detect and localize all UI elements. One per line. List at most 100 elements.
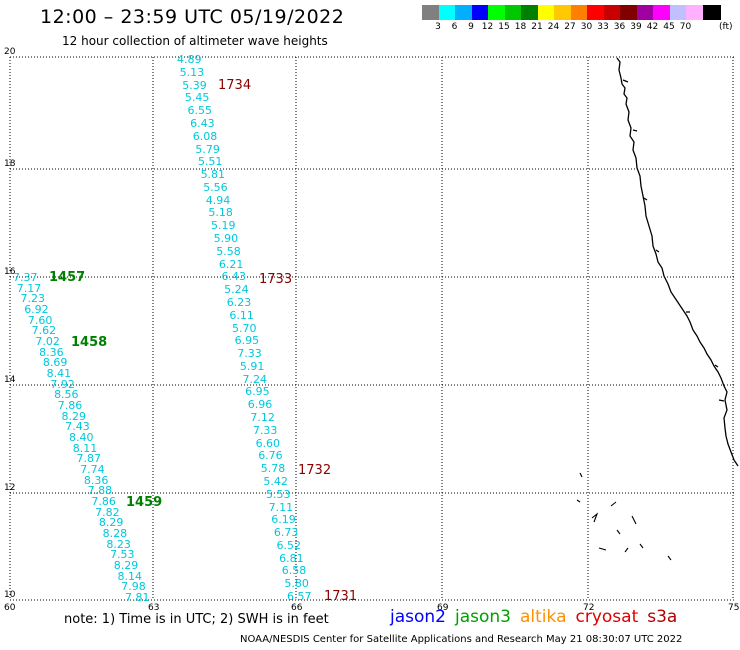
wave-height-value: 8.41 bbox=[46, 367, 72, 380]
colorbar-label: 21 bbox=[531, 22, 543, 32]
colorbar-swatch bbox=[686, 5, 704, 20]
pass-time-label: 1734 bbox=[218, 78, 252, 93]
colorbar-label: 30 bbox=[580, 22, 593, 32]
wave-height-value: 5.13 bbox=[179, 65, 205, 79]
colorbar-swatch bbox=[455, 5, 473, 20]
wave-height-value: 6.23 bbox=[226, 295, 252, 309]
colorbar-label: 45 bbox=[663, 22, 675, 32]
wave-height-value: 5.58 bbox=[216, 244, 241, 258]
colorbar-swatch bbox=[488, 5, 506, 20]
wave-height-value: 8.56 bbox=[54, 388, 79, 402]
wave-height-value: 5.45 bbox=[184, 91, 210, 105]
wave-height-value: 7.82 bbox=[95, 505, 120, 519]
pass-time-label: 1457 bbox=[49, 270, 86, 285]
wave-height-value: 7.37 bbox=[13, 271, 38, 284]
colorbar-label: 27 bbox=[564, 22, 576, 32]
wave-height-value: 5.53 bbox=[266, 487, 291, 501]
colorbar-label: 18 bbox=[514, 22, 527, 32]
satellite-legend-item: cryosat bbox=[575, 607, 639, 627]
wave-height-value: 5.24 bbox=[224, 283, 249, 297]
wave-height-value: 5.80 bbox=[284, 577, 309, 591]
colorbar-swatch bbox=[554, 5, 572, 20]
wave-height-value: 7.43 bbox=[65, 420, 90, 434]
wave-height-value: 7.92 bbox=[50, 377, 75, 391]
colorbar-label: 42 bbox=[646, 22, 659, 32]
wave-height-value: 7.86 bbox=[57, 399, 83, 412]
colorbar-swatch bbox=[669, 5, 688, 20]
pass-time-label: 1733 bbox=[259, 272, 293, 287]
x-axis-tick-label: 66 bbox=[291, 603, 303, 613]
wave-height-value: 6.55 bbox=[187, 104, 212, 118]
colorbar-swatch bbox=[438, 5, 457, 20]
satellite-legend-item: jason2 bbox=[390, 607, 446, 627]
wave-height-value: 8.36 bbox=[83, 473, 109, 487]
colorbar-swatch bbox=[570, 5, 589, 20]
wave-height-value: 7.02 bbox=[35, 335, 60, 348]
satellite-legend-item: jason3 bbox=[455, 607, 511, 627]
coast-detail bbox=[622, 79, 725, 402]
wave-height-value: 8.23 bbox=[106, 537, 131, 551]
y-axis-tick-label: 18 bbox=[4, 159, 16, 169]
pass-time-label: 1458 bbox=[71, 335, 108, 350]
wave-height-value: 7.53 bbox=[110, 548, 135, 562]
y-axis-tick-label: 12 bbox=[4, 483, 16, 493]
colorbar-label: 33 bbox=[597, 22, 609, 32]
wave-height-value: 6.21 bbox=[218, 257, 244, 271]
colorbar-label: 24 bbox=[547, 22, 560, 32]
colorbar-swatch bbox=[620, 5, 638, 20]
footer-note: note: 1) Time is in UTC; 2) SWH is in fe… bbox=[64, 612, 329, 627]
x-axis-tick-label: 75 bbox=[728, 603, 740, 613]
colorbar-label: 12 bbox=[481, 22, 494, 32]
wave-height-value: 7.87 bbox=[76, 452, 101, 466]
island bbox=[610, 501, 617, 507]
wave-height-value: 6.73 bbox=[273, 526, 299, 540]
wave-height-value: 5.19 bbox=[211, 219, 236, 233]
colorbar-swatch bbox=[653, 5, 671, 20]
islands bbox=[576, 472, 672, 561]
wave-height-value: 4.94 bbox=[205, 193, 231, 207]
colorbar-swatch bbox=[471, 5, 490, 20]
island bbox=[579, 472, 583, 478]
y-axis-tick-label: 20 bbox=[4, 47, 16, 57]
wave-height-value: 6.43 bbox=[190, 116, 215, 130]
wave-height-value: 6.19 bbox=[271, 513, 296, 527]
wave-height-value: 7.86 bbox=[91, 495, 116, 508]
wave-height-value: 8.11 bbox=[72, 441, 98, 455]
coastline bbox=[616, 57, 739, 467]
satellite-legend-item: s3a bbox=[647, 607, 678, 627]
wave-height-value: 6.43 bbox=[221, 270, 247, 284]
wave-height-value: 8.40 bbox=[69, 431, 94, 444]
map-grid bbox=[9, 56, 735, 601]
island bbox=[667, 555, 672, 561]
wave-height-value: 8.69 bbox=[42, 356, 68, 370]
x-axis-tick-label: 72 bbox=[583, 603, 595, 613]
wave-height-value: 7.62 bbox=[31, 324, 57, 338]
colorbar-label: 36 bbox=[613, 22, 626, 32]
wave-height-value: 6.52 bbox=[276, 538, 302, 552]
wave-height-value: 7.98 bbox=[121, 580, 146, 594]
chart-subtitle: 12 hour collection of altimeter wave hei… bbox=[62, 34, 328, 48]
island bbox=[616, 529, 621, 535]
wave-height-value: 6.08 bbox=[192, 129, 218, 143]
wave-height-value: 6.76 bbox=[258, 449, 283, 463]
island bbox=[598, 547, 607, 551]
wave-height-value: 7.74 bbox=[80, 463, 105, 476]
wave-height-value: 5.91 bbox=[239, 359, 265, 373]
chart-title: 12:00 – 23:59 UTC 05/19/2022 bbox=[40, 6, 345, 28]
wave-height-value: 7.17 bbox=[16, 281, 42, 295]
wave-height-value: 8.29 bbox=[61, 409, 87, 423]
pass-time-label: 1732 bbox=[298, 463, 332, 478]
wave-height-value: 5.90 bbox=[213, 232, 239, 245]
wave-height-value: 5.51 bbox=[197, 155, 223, 169]
wave-height-value: 5.78 bbox=[260, 462, 286, 476]
wave-height-value: 4.89 bbox=[177, 53, 202, 66]
colorbar-swatch bbox=[422, 5, 440, 20]
wave-height-value: 5.39 bbox=[182, 78, 207, 92]
wave-height-value: 5.42 bbox=[263, 474, 288, 488]
colorbar-swatch bbox=[504, 5, 523, 20]
colorbar-label: 15 bbox=[498, 22, 510, 32]
colorbar-unit: (ft) bbox=[719, 22, 733, 32]
colorbar-label: 70 bbox=[679, 22, 692, 32]
wave-height-value: 6.92 bbox=[24, 303, 49, 316]
island bbox=[576, 499, 581, 503]
